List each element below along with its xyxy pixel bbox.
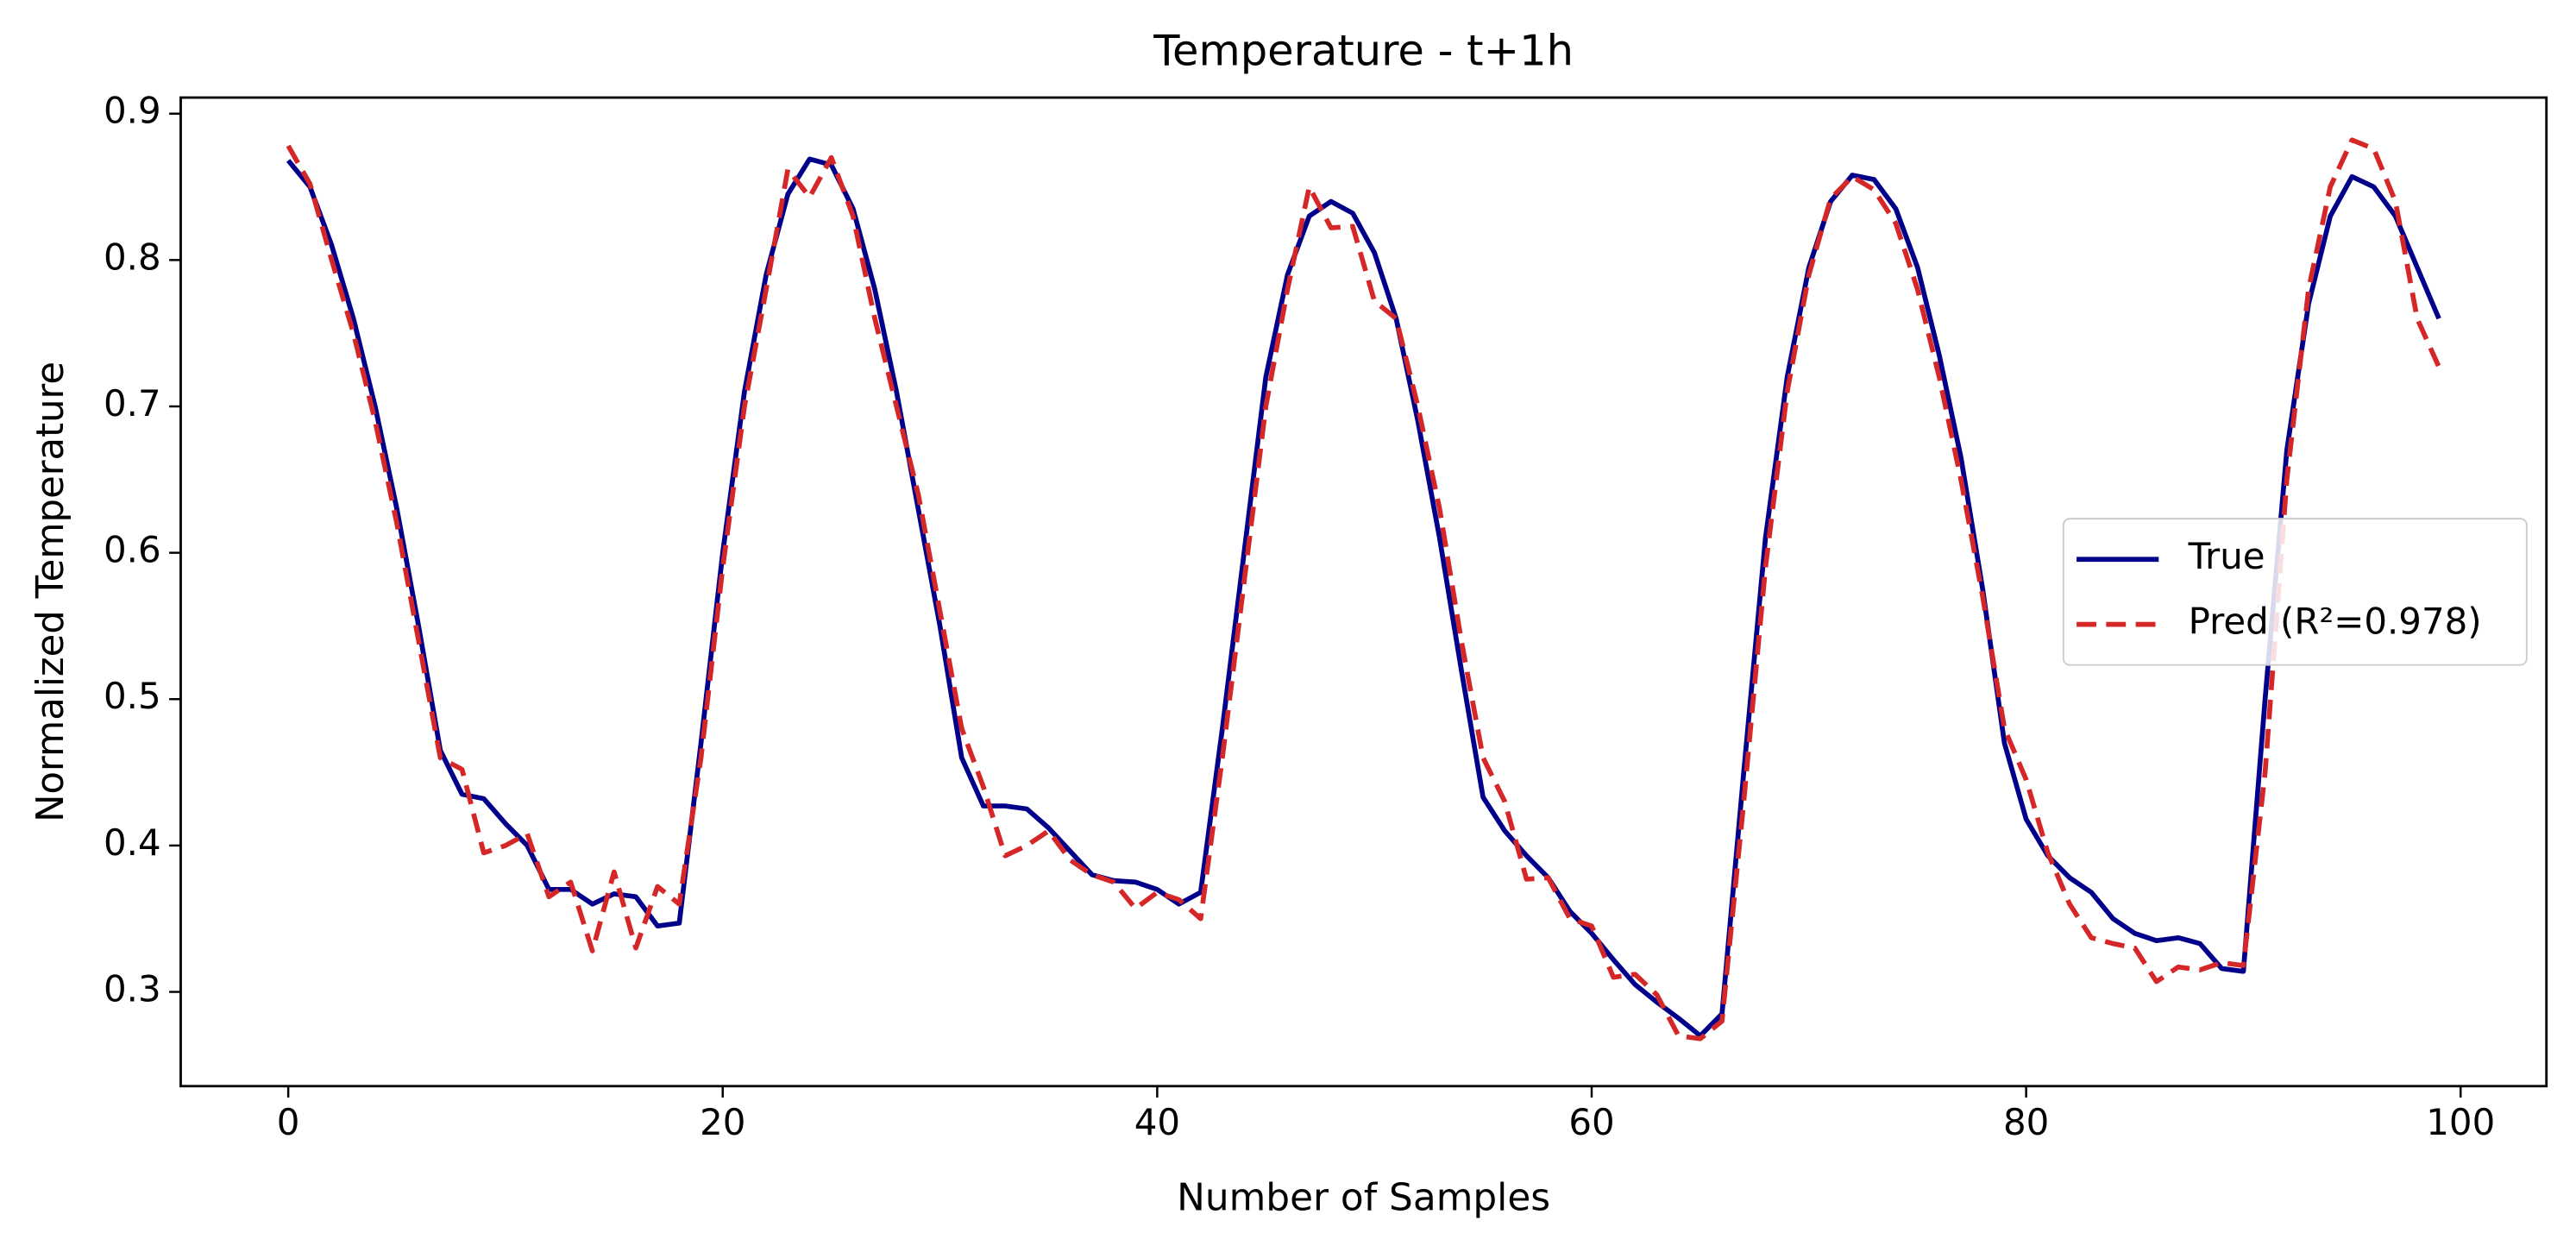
y-tick-label: 0.7 bbox=[104, 382, 161, 425]
x-axis-label: Number of Samples bbox=[1177, 1177, 1550, 1220]
x-tick-label: 100 bbox=[2426, 1101, 2495, 1143]
x-tick-label: 60 bbox=[1568, 1101, 1614, 1143]
y-tick-label: 0.3 bbox=[104, 968, 161, 1010]
legend: True Pred (R²=0.978) bbox=[2062, 518, 2528, 666]
y-tick-label: 0.5 bbox=[104, 675, 161, 717]
x-tick-label: 40 bbox=[1134, 1101, 1180, 1143]
y-tick-label: 0.8 bbox=[104, 236, 161, 279]
data-line bbox=[286, 137, 2441, 1041]
chart-title: Temperature - t+1h bbox=[1153, 26, 1574, 76]
plot-frame bbox=[179, 96, 2548, 1088]
y-tick-label: 0.4 bbox=[104, 821, 161, 864]
x-tick-label: 20 bbox=[700, 1101, 745, 1143]
y-axis-label: Normalized Temperature bbox=[29, 362, 72, 822]
legend-label: Pred (R²=0.978) bbox=[2189, 601, 2482, 643]
legend-label: True bbox=[2188, 535, 2265, 577]
legend-box bbox=[2062, 518, 2528, 666]
x-tick-label: 0 bbox=[277, 1101, 300, 1143]
x-tick-label: 80 bbox=[2003, 1101, 2049, 1143]
y-tick-label: 0.9 bbox=[104, 90, 161, 132]
y-tick-label: 0.6 bbox=[104, 529, 161, 571]
